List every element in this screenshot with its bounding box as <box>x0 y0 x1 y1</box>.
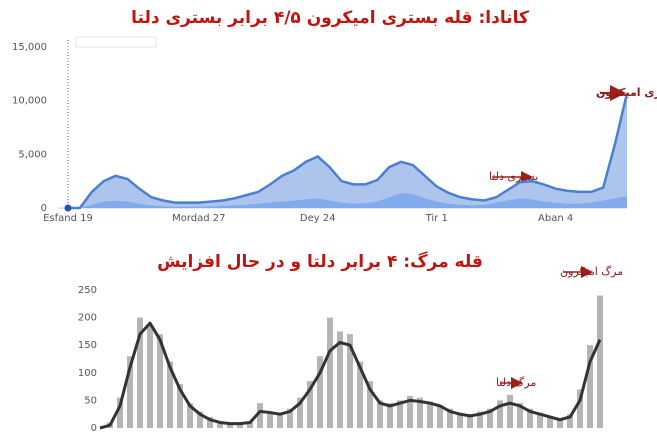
annotation: مرگ دلتا <box>496 376 536 389</box>
area <box>68 93 627 208</box>
bar <box>447 408 453 428</box>
y-tick-label: 50 <box>84 395 97 406</box>
series-label: بستری امیکرون <box>596 86 657 99</box>
start-dot <box>64 204 72 212</box>
bar <box>137 317 143 428</box>
y-tick-label: 15,000 <box>12 42 47 53</box>
bar <box>497 400 503 428</box>
bar <box>407 395 413 428</box>
bar <box>257 403 263 428</box>
bar <box>467 414 473 428</box>
area <box>68 192 627 208</box>
bar <box>327 317 333 428</box>
bar <box>547 415 553 428</box>
bar <box>577 389 583 428</box>
bar <box>287 408 293 428</box>
bar <box>567 414 573 428</box>
bar <box>427 401 433 428</box>
bar <box>597 295 603 428</box>
bar <box>117 397 123 428</box>
bar <box>527 408 533 428</box>
bar <box>457 412 463 428</box>
bar <box>167 361 173 428</box>
bar <box>337 331 343 428</box>
bar <box>177 383 183 428</box>
bar <box>437 404 443 428</box>
line <box>68 92 629 210</box>
legend-box <box>75 36 157 48</box>
bar <box>267 411 273 428</box>
series-label: بستری دلتا <box>489 170 538 183</box>
bar <box>477 411 483 428</box>
bar <box>197 411 203 428</box>
bar <box>537 412 543 428</box>
y-tick-label: 10,000 <box>12 96 47 107</box>
x-tick-label: Esfand 19 <box>43 213 93 224</box>
bar <box>187 403 193 428</box>
x-tick-label: Tir 1 <box>425 213 448 224</box>
y-tick-label: 100 <box>78 368 97 379</box>
bar <box>587 345 593 428</box>
bar <box>247 421 253 428</box>
x-tick-label: Dey 24 <box>300 213 336 224</box>
y-tick-label: 150 <box>78 340 97 351</box>
bar <box>297 397 303 428</box>
bar <box>387 403 393 428</box>
bar <box>367 381 373 428</box>
bar <box>557 418 563 428</box>
bar <box>357 361 363 428</box>
bar <box>507 394 513 428</box>
x-tick-label: Aban 4 <box>538 213 573 224</box>
bar <box>317 356 323 428</box>
bar <box>487 408 493 428</box>
y-tick-label: 200 <box>78 313 97 324</box>
y-tick-label: 0 <box>91 423 97 432</box>
bar <box>417 397 423 428</box>
bar <box>397 400 403 428</box>
y-tick-label: 0 <box>41 203 47 214</box>
y-tick-label: 250 <box>78 285 97 296</box>
chart-title: کانادا: قله بستری امیکرون ۴/۵ برابر بستر… <box>131 8 529 28</box>
bar <box>307 381 313 428</box>
line <box>99 321 602 430</box>
bar <box>127 356 133 428</box>
x-tick-label: Mordad 27 <box>172 213 225 224</box>
bar <box>347 334 353 428</box>
bar <box>517 403 523 428</box>
bar <box>207 416 213 428</box>
bar <box>157 334 163 428</box>
annotation: مرگ امیکرون <box>560 265 623 278</box>
chart-title: قله مرگ: ۴ برابر دلتا و در حال افزایش <box>157 252 483 272</box>
bar <box>277 412 283 428</box>
bar <box>147 325 153 428</box>
bar <box>217 421 223 428</box>
bar <box>237 423 243 428</box>
bar <box>377 400 383 428</box>
bar <box>227 422 233 428</box>
y-tick-label: 5,000 <box>18 149 47 160</box>
